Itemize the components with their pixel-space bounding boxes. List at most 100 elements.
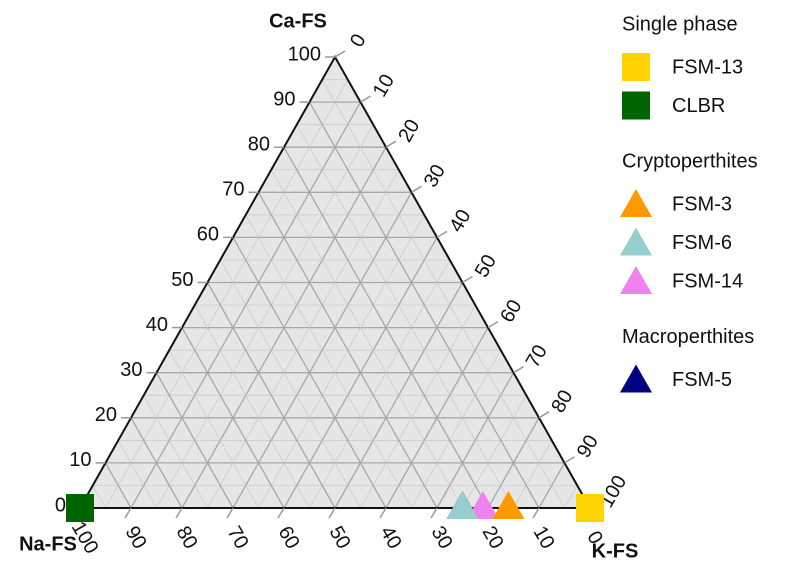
tick-mark xyxy=(360,95,371,103)
tick-label: 70 xyxy=(222,179,244,201)
tick-mark xyxy=(379,507,387,519)
grid-line xyxy=(181,327,285,509)
legend-marker xyxy=(622,53,650,81)
grid-line xyxy=(283,146,489,509)
legend-group-title: Cryptoperthites xyxy=(622,150,758,172)
tick-mark xyxy=(175,507,183,519)
data-point xyxy=(446,491,479,519)
legend-marker xyxy=(620,189,652,217)
tick-mark xyxy=(385,140,397,148)
tick-mark xyxy=(277,507,285,519)
data-point xyxy=(576,494,604,522)
tick-label: 90 xyxy=(121,523,151,553)
tick-mark xyxy=(564,456,575,464)
tick-mark xyxy=(124,507,132,519)
minor-grid-line xyxy=(360,304,476,509)
grid-line xyxy=(104,462,132,509)
grid-line xyxy=(206,282,336,509)
data-point xyxy=(66,494,94,522)
minor-grid-line xyxy=(143,395,208,509)
data-point xyxy=(492,491,525,519)
grid xyxy=(79,56,591,509)
tick-mark xyxy=(226,507,234,519)
minor-grid-line xyxy=(296,124,514,509)
minor-grid-line xyxy=(321,79,565,509)
grid-line xyxy=(232,237,387,509)
tick-label: 70 xyxy=(522,341,552,371)
grid-line xyxy=(308,101,540,509)
tick-label: 20 xyxy=(394,116,424,146)
minor-grid-line xyxy=(219,259,361,509)
tick-label: 70 xyxy=(223,523,253,553)
minor-grid-line xyxy=(258,214,425,509)
minor-grid-line xyxy=(270,169,463,509)
legend-label: FSM-13 xyxy=(672,56,743,78)
minor-grid-line xyxy=(245,214,412,509)
tick-mark xyxy=(532,507,540,519)
tick-mark xyxy=(487,320,499,329)
grid-line xyxy=(130,417,183,509)
minor-grid-line xyxy=(513,440,553,509)
tick-label: 20 xyxy=(478,523,508,553)
tick-label: 100 xyxy=(288,43,321,65)
legend-label: FSM-5 xyxy=(672,369,732,391)
legend-marker xyxy=(622,91,650,120)
tick-label: 80 xyxy=(248,133,270,155)
minor-grid-line xyxy=(564,485,578,509)
tick-label: 40 xyxy=(146,314,168,336)
minor-grid-line xyxy=(194,304,310,509)
tick-label: 0 xyxy=(55,494,66,516)
legend-marker xyxy=(620,227,652,256)
data-point xyxy=(466,491,499,519)
tick-label: 50 xyxy=(325,523,355,553)
tick-label: 0 xyxy=(346,30,371,51)
tick-label: 50 xyxy=(471,251,501,281)
tick-label: 40 xyxy=(445,206,475,236)
tick-mark xyxy=(462,275,473,284)
legend-label: FSM-6 xyxy=(672,232,732,254)
tick-mark xyxy=(430,507,438,519)
tick-mark xyxy=(334,50,346,58)
vertex-label: Ca-FS xyxy=(269,10,327,32)
grid-line xyxy=(257,191,438,509)
minor-grid-line xyxy=(411,349,502,509)
tick-label: 80 xyxy=(547,386,577,416)
legend-group-title: Macroperthites xyxy=(622,326,754,348)
tick-label: 10 xyxy=(529,523,559,553)
tick-mark xyxy=(436,230,448,239)
legend-label: FSM-14 xyxy=(672,270,743,292)
minor-grid-line xyxy=(117,440,157,509)
minor-grid-line xyxy=(105,79,349,509)
tick-label: 30 xyxy=(120,359,142,381)
tick-label: 10 xyxy=(69,449,91,471)
tick-label: 20 xyxy=(95,404,117,426)
legend: Single phase FSM-13 CLBR Cryptoperthites FSM… xyxy=(620,13,758,393)
tick-mark xyxy=(328,507,336,519)
minor-grid-line xyxy=(207,169,400,509)
tick-mark xyxy=(538,411,550,419)
minor-grid-line xyxy=(92,485,106,509)
tick-label: 30 xyxy=(427,523,457,553)
legend-marker xyxy=(620,364,652,393)
minor-grid-line xyxy=(462,395,527,509)
tick-label: 50 xyxy=(171,269,193,291)
tick-label: 30 xyxy=(420,161,450,191)
minor-grid-line xyxy=(156,124,374,509)
tick-label: 40 xyxy=(376,523,406,553)
tick-label: 80 xyxy=(172,523,202,553)
tick-mark xyxy=(513,366,524,374)
minor-grid-line xyxy=(168,349,259,509)
legend-label: CLBR xyxy=(672,95,725,117)
marks xyxy=(66,491,604,522)
vertex-label: K-FS xyxy=(592,540,639,562)
tick-label: 90 xyxy=(573,431,603,461)
tick-label: 90 xyxy=(273,88,295,110)
grid-line xyxy=(155,372,234,509)
tick-mark xyxy=(411,185,422,193)
minor-grid-line xyxy=(309,259,451,509)
legend-label: FSM-3 xyxy=(672,193,732,215)
vertex-label: Na-FS xyxy=(19,533,77,555)
tick-label: 60 xyxy=(496,296,526,326)
tick-label: 60 xyxy=(274,523,304,553)
